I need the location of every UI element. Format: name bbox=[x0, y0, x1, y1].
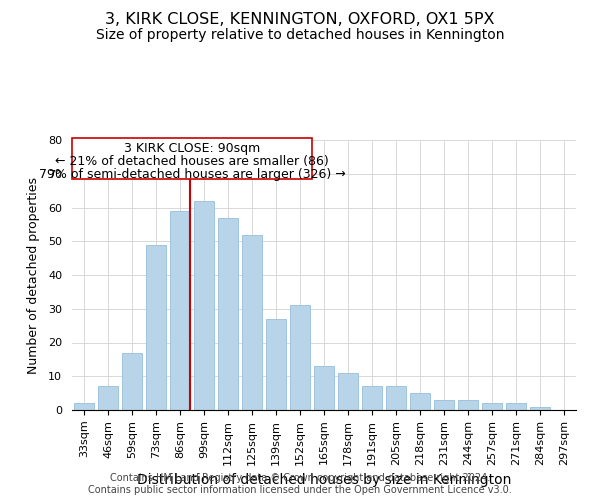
Bar bbox=[194, 200, 214, 410]
Bar bbox=[482, 403, 502, 410]
Text: 3 KIRK CLOSE: 90sqm: 3 KIRK CLOSE: 90sqm bbox=[124, 142, 260, 156]
Text: 79% of semi-detached houses are larger (326) →: 79% of semi-detached houses are larger (… bbox=[38, 168, 346, 180]
Bar bbox=[386, 386, 406, 410]
Text: Size of property relative to detached houses in Kennington: Size of property relative to detached ho… bbox=[96, 28, 504, 42]
X-axis label: Distribution of detached houses by size in Kennington: Distribution of detached houses by size … bbox=[137, 473, 511, 487]
Bar bbox=[146, 244, 166, 410]
Bar bbox=[434, 400, 454, 410]
Bar bbox=[98, 386, 118, 410]
Bar bbox=[314, 366, 334, 410]
Text: Contains HM Land Registry data © Crown copyright and database right 2024.
Contai: Contains HM Land Registry data © Crown c… bbox=[88, 474, 512, 495]
Bar bbox=[410, 393, 430, 410]
Text: ← 21% of detached houses are smaller (86): ← 21% of detached houses are smaller (86… bbox=[55, 155, 329, 168]
Y-axis label: Number of detached properties: Number of detached properties bbox=[27, 176, 40, 374]
Bar bbox=[506, 403, 526, 410]
Bar bbox=[290, 306, 310, 410]
Bar bbox=[218, 218, 238, 410]
Bar bbox=[74, 403, 94, 410]
Bar bbox=[458, 400, 478, 410]
Bar bbox=[122, 352, 142, 410]
Bar bbox=[530, 406, 550, 410]
Text: 3, KIRK CLOSE, KENNINGTON, OXFORD, OX1 5PX: 3, KIRK CLOSE, KENNINGTON, OXFORD, OX1 5… bbox=[105, 12, 495, 28]
Bar bbox=[362, 386, 382, 410]
Bar bbox=[338, 373, 358, 410]
Bar bbox=[242, 234, 262, 410]
Bar bbox=[266, 319, 286, 410]
Bar bbox=[170, 211, 190, 410]
